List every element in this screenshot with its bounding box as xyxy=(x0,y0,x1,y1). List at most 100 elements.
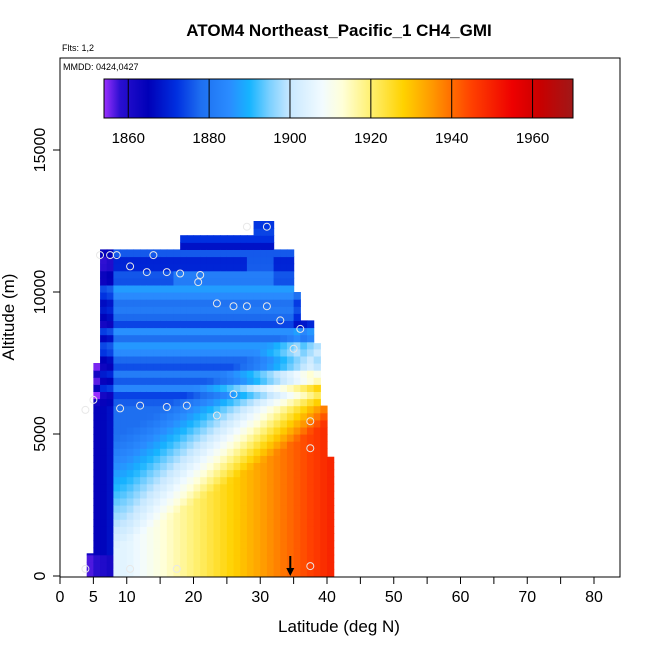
heatmap-cell xyxy=(140,391,148,400)
heatmap-cell xyxy=(160,284,168,293)
heatmap-cell xyxy=(266,412,275,421)
heatmap-cell xyxy=(260,384,268,392)
heatmap-cell xyxy=(120,505,128,513)
heatmap-cell xyxy=(133,320,141,329)
heatmap-cell xyxy=(120,334,128,343)
heatmap-cell xyxy=(240,462,248,471)
heatmap-cell xyxy=(166,540,175,549)
heatmap-cell xyxy=(200,370,208,378)
heatmap-cell xyxy=(253,476,261,485)
heatmap-cell xyxy=(306,370,315,378)
heatmap-cell xyxy=(286,334,295,343)
heatmap-cell xyxy=(173,249,181,258)
heatmap-cell xyxy=(226,334,235,343)
heatmap-cell xyxy=(173,434,181,442)
heatmap-cell xyxy=(173,426,181,435)
heatmap-cell xyxy=(220,405,228,414)
heatmap-cell xyxy=(286,299,295,307)
heatmap-cell xyxy=(213,327,221,336)
heatmap-cell xyxy=(106,412,114,421)
heatmap-cell xyxy=(146,348,155,357)
heatmap-cell xyxy=(313,476,321,485)
heatmap-cell xyxy=(213,419,221,428)
heatmap-cell xyxy=(133,512,141,520)
heatmap-cell xyxy=(280,348,288,357)
heatmap-cell xyxy=(273,462,281,471)
heatmap-cell xyxy=(240,242,248,250)
heatmap-cell xyxy=(126,299,135,307)
heatmap-cell xyxy=(226,505,235,513)
heatmap-cell xyxy=(253,284,261,293)
heatmap-cell xyxy=(186,355,195,364)
heatmap-cell xyxy=(226,526,235,534)
heatmap-cell xyxy=(273,561,281,570)
heatmap-cell xyxy=(173,455,181,463)
heatmap-cell xyxy=(186,490,195,499)
heatmap-cell xyxy=(133,561,141,570)
heatmap-cell xyxy=(226,434,235,442)
heatmap-cell xyxy=(186,313,195,321)
heatmap-cell xyxy=(140,320,148,329)
heatmap-cell xyxy=(160,327,168,336)
heatmap-cell xyxy=(120,327,128,336)
heatmap-cell xyxy=(220,455,228,463)
heatmap-cell xyxy=(113,391,121,400)
heatmap-cell xyxy=(240,441,248,449)
heatmap-cell xyxy=(273,419,281,428)
heatmap-cell xyxy=(300,505,308,513)
heatmap-cell xyxy=(280,249,288,258)
heatmap-cell xyxy=(160,526,168,534)
heatmap-cell xyxy=(140,434,148,442)
heatmap-cell xyxy=(226,370,235,378)
heatmap-cell xyxy=(100,476,108,485)
heatmap-cell xyxy=(133,405,141,414)
heatmap-cell xyxy=(166,256,175,265)
heatmap-cell xyxy=(126,405,135,414)
heatmap-cell xyxy=(280,547,288,556)
heatmap-cell xyxy=(273,313,281,321)
heatmap-cell xyxy=(286,277,295,286)
heatmap-cell xyxy=(173,490,181,499)
heatmap-cell xyxy=(233,568,241,577)
heatmap-cell xyxy=(193,263,201,272)
heatmap-cell xyxy=(220,547,228,556)
heatmap-cell xyxy=(327,547,335,556)
heatmap-cell xyxy=(293,434,301,442)
heatmap-cell xyxy=(313,426,321,435)
heatmap-cell xyxy=(260,263,268,272)
heatmap-cell xyxy=(206,355,215,364)
heatmap-cell xyxy=(286,391,295,400)
obs-point xyxy=(81,564,90,573)
heatmap-cell xyxy=(186,270,195,279)
heatmap-cell xyxy=(293,568,301,577)
heatmap-cell xyxy=(266,355,275,364)
heatmap-cell xyxy=(173,292,181,300)
heatmap-cell xyxy=(253,561,261,570)
heatmap-cell xyxy=(113,462,121,471)
heatmap-cell xyxy=(120,249,128,258)
heatmap-cell xyxy=(280,313,288,321)
heatmap-cell xyxy=(213,561,221,570)
heatmap-cell xyxy=(213,363,221,371)
heatmap-cell xyxy=(280,306,288,314)
heatmap-cell xyxy=(166,568,175,577)
heatmap-cell xyxy=(93,490,101,499)
x-tick-label: 80 xyxy=(585,589,603,606)
heatmap-cell xyxy=(320,469,328,478)
heatmap-cell xyxy=(246,377,255,385)
heatmap-cell xyxy=(266,426,275,435)
heatmap-cell xyxy=(200,277,208,286)
heatmap-cell xyxy=(100,306,108,314)
x-tick-label: 60 xyxy=(452,589,470,606)
heatmap-cell xyxy=(173,412,181,421)
heatmap-cell xyxy=(106,505,114,513)
heatmap-cell xyxy=(186,448,195,456)
heatmap-cell xyxy=(140,292,148,300)
heatmap-cell xyxy=(280,334,288,343)
heatmap-cell xyxy=(206,327,215,336)
heatmap-cell xyxy=(306,412,315,421)
heatmap-cell xyxy=(120,355,128,364)
heatmap-cell xyxy=(286,355,295,364)
heatmap-cell xyxy=(106,384,114,392)
heatmap-cell xyxy=(253,469,261,478)
